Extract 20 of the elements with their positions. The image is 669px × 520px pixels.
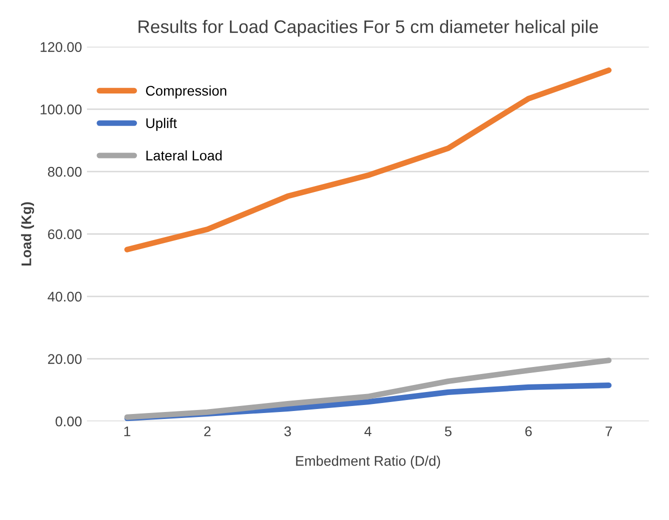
x-tick-label: 1 bbox=[124, 426, 130, 436]
y-tick-label: 0.00 bbox=[56, 416, 82, 426]
x-axis-title: Embedment Ratio (D/d) bbox=[296, 456, 440, 469]
x-tick-label: 5 bbox=[444, 426, 452, 436]
y-tick-label: 120.00 bbox=[40, 42, 82, 52]
y-tick-label: 80.00 bbox=[48, 166, 82, 177]
x-tick-label: 2 bbox=[204, 426, 211, 436]
y-tick-label: 40.00 bbox=[48, 292, 82, 302]
y-axis-title: Load (Kg) bbox=[21, 202, 34, 266]
legend-label: Lateral Load bbox=[146, 150, 222, 160]
legend-label: Compression bbox=[146, 86, 226, 98]
x-tick-label: 7 bbox=[606, 426, 612, 436]
x-tick-label: 3 bbox=[284, 426, 291, 436]
y-tick-label: 100.00 bbox=[40, 104, 82, 114]
y-tick-label: 20.00 bbox=[48, 354, 82, 364]
y-tick-label: 60.00 bbox=[48, 229, 82, 240]
x-tick-label: 4 bbox=[364, 426, 372, 436]
legend-label: Uplift bbox=[146, 118, 177, 131]
chart-title: Results for Load Capacities For 5 cm diameter helical pile bbox=[138, 20, 598, 37]
x-tick-label: 6 bbox=[525, 426, 532, 436]
